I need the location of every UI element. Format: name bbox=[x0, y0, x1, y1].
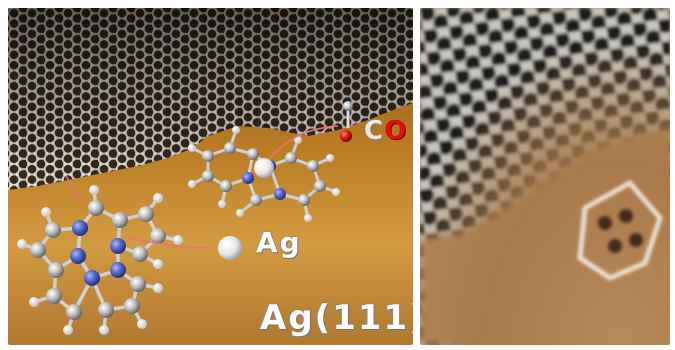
upper-molecule bbox=[188, 126, 340, 222]
lower-molecule bbox=[17, 185, 183, 335]
arrow-sheet-to-molecule bbox=[65, 175, 85, 205]
molecular-rendering bbox=[8, 8, 413, 345]
arrows bbox=[65, 125, 339, 249]
ag-atom bbox=[218, 236, 242, 260]
co-molecule bbox=[340, 101, 353, 142]
surface-label: Ag(111) bbox=[260, 298, 413, 338]
arrow-molecule-to-ag bbox=[127, 237, 214, 249]
graphene-sheet bbox=[8, 8, 413, 190]
co-label: CO bbox=[364, 116, 407, 146]
co-label-o: O bbox=[384, 116, 408, 146]
stm-image bbox=[420, 8, 670, 345]
stm-image-panel bbox=[420, 8, 670, 345]
rendering-panel: CO Ag Ag(111) bbox=[8, 8, 413, 345]
ag-atom-label: Ag bbox=[256, 226, 302, 259]
co-label-c: C bbox=[364, 116, 385, 146]
arrow-ag-to-co bbox=[269, 125, 339, 159]
